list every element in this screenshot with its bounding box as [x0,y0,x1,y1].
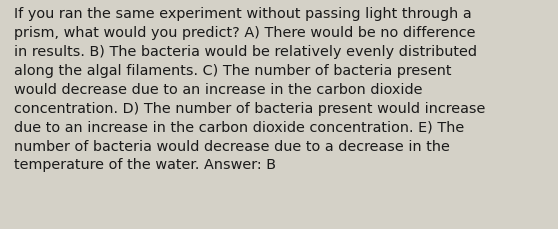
Text: If you ran the same experiment without passing light through a
prism, what would: If you ran the same experiment without p… [14,7,485,172]
